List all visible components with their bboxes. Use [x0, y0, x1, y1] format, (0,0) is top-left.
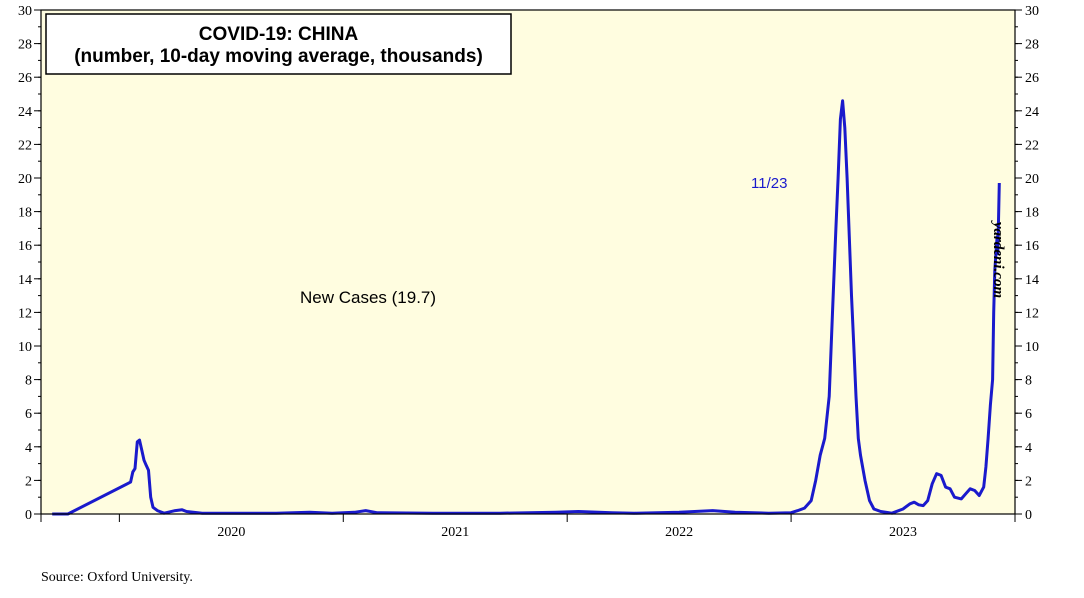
y-tick-label-right: 30 — [1025, 4, 1039, 19]
y-tick-label-left: 24 — [18, 105, 32, 120]
y-tick-label-left: 8 — [25, 374, 32, 389]
end-date-label: 11/23 — [751, 175, 787, 192]
y-tick-label-left: 6 — [25, 407, 32, 422]
y-tick-label-right: 12 — [1025, 306, 1039, 321]
y-tick-label-left: 30 — [18, 4, 32, 19]
source-note: Source: Oxford University. — [41, 570, 193, 585]
y-tick-label-right: 8 — [1025, 374, 1032, 389]
y-tick-label-left: 20 — [18, 172, 32, 187]
x-year-label: 2020 — [217, 525, 245, 540]
title-box: COVID-19: CHINA (number, 10-day moving a… — [45, 13, 512, 75]
y-tick-label-right: 10 — [1025, 340, 1039, 355]
plot-area — [41, 10, 1015, 514]
y-tick-label-right: 14 — [1025, 273, 1039, 288]
y-tick-label-right: 20 — [1025, 172, 1039, 187]
y-tick-label-right: 18 — [1025, 206, 1039, 221]
x-year-label: 2021 — [441, 525, 469, 540]
y-tick-label-right: 6 — [1025, 407, 1032, 422]
y-tick-label-right: 28 — [1025, 38, 1039, 53]
chart-subtitle: (number, 10-day moving average, thousand… — [74, 46, 483, 67]
y-tick-label-left: 14 — [18, 273, 32, 288]
y-tick-label-left: 18 — [18, 206, 32, 221]
x-year-label: 2022 — [665, 525, 693, 540]
series-line-new-cases — [52, 99, 1001, 516]
y-tick-label-left: 22 — [18, 138, 32, 153]
y-tick-label-left: 12 — [18, 306, 32, 321]
y-tick-label-left: 2 — [25, 474, 32, 489]
watermark: yardeni.com — [990, 220, 1006, 298]
y-tick-label-left: 0 — [25, 508, 32, 523]
y-tick-label-right: 24 — [1025, 105, 1039, 120]
y-tick-label-left: 26 — [18, 71, 32, 86]
plot-frame — [40, 9, 1016, 515]
y-tick-label-right: 26 — [1025, 71, 1039, 86]
chart-title: COVID-19: CHINA — [199, 24, 359, 45]
y-tick-label-right: 2 — [1025, 474, 1032, 489]
y-tick-label-left: 4 — [25, 441, 32, 456]
y-tick-label-right: 4 — [1025, 441, 1032, 456]
y-tick-label-left: 10 — [18, 340, 32, 355]
y-tick-label-right: 0 — [1025, 508, 1032, 523]
series-annotation: New Cases (19.7) — [300, 288, 436, 307]
y-tick-label-left: 28 — [18, 38, 32, 53]
x-axis: 2020 2021 2022 2023 — [40, 514, 1016, 540]
x-year-label: 2023 — [889, 525, 917, 540]
y-tick-label-right: 22 — [1025, 138, 1039, 153]
y-tick-label-right: 16 — [1025, 239, 1039, 254]
y-tick-label-left: 16 — [18, 239, 32, 254]
